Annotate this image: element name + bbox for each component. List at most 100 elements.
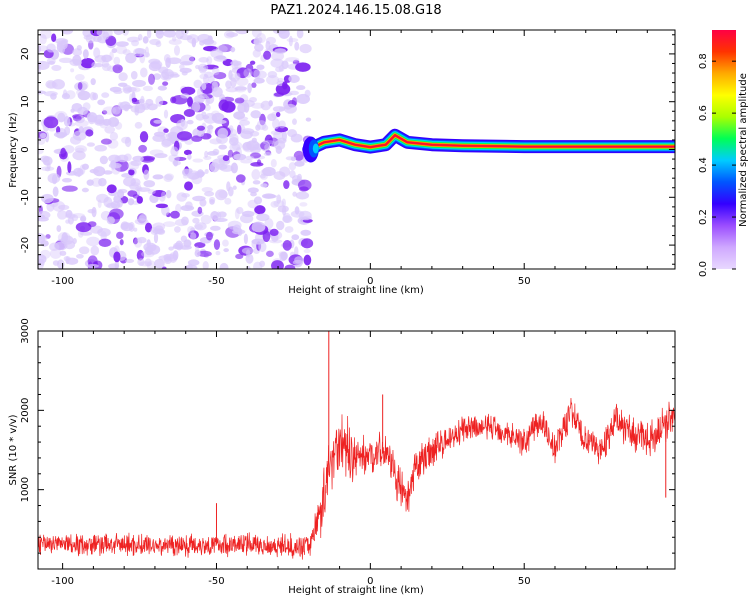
spectrogram-noise: [38, 30, 314, 269]
spectrogram-noise-blob: [285, 57, 300, 62]
spectrogram-noise-blob: [128, 221, 135, 232]
spectrogram-noise-blob: [292, 259, 304, 266]
spectrogram-noise-blob: [180, 54, 195, 65]
spectrogram-noise-blob: [231, 59, 239, 70]
spectrogram-noise-blob: [90, 245, 100, 256]
spectrogram-noise-blob: [304, 89, 311, 98]
spectrogram-noise-blob: [168, 154, 180, 163]
spectrogram-noise-blob: [125, 52, 137, 64]
spectrogram-noise-blob: [262, 193, 276, 199]
spectrogram-noise-blob: [292, 118, 297, 125]
spectrogram-noise-blob: [38, 44, 42, 54]
spectrogram-y-tick-label: 0: [20, 146, 31, 152]
spectrogram-noise-blob: [120, 221, 129, 230]
spectrogram-noise-blob: [168, 38, 182, 45]
spectrogram-noise-blob: [208, 124, 213, 135]
spectrogram-noise-blob: [130, 160, 142, 167]
spectrogram-noise-blob: [113, 89, 123, 94]
spectrogram-noise-blob: [109, 51, 114, 61]
spectrogram-noise-blob: [260, 168, 272, 177]
spectrogram-noise-blob: [70, 68, 75, 73]
spectrogram-noise-blob: [163, 54, 171, 63]
spectrogram-noise-blob: [38, 216, 49, 222]
spectrogram-noise-blob: [123, 87, 137, 92]
spectrogram-noise-blob: [295, 62, 311, 72]
spectrogram-noise-blob: [94, 119, 106, 126]
spectrogram-noise-blob: [137, 236, 147, 244]
spectrogram-noise-blob: [138, 98, 145, 104]
spectrogram-noise-blob: [121, 30, 130, 36]
spectrogram-noise-blob: [290, 156, 297, 162]
spectrogram-noise-blob: [139, 52, 146, 64]
spectrogram-noise-blob: [148, 73, 156, 85]
spectrogram-noise-blob: [180, 86, 196, 96]
spectrogram-noise-blob: [198, 65, 207, 74]
spectrogram-y-tick-label: -20: [20, 237, 31, 253]
spectrogram-noise-blob: [161, 138, 174, 147]
spectrogram-noise-blob: [57, 259, 65, 269]
spectrogram-noise-blob: [281, 198, 286, 208]
spectrogram-noise-blob: [79, 216, 86, 222]
spectrogram-noise-blob: [110, 160, 117, 170]
spectrogram-noise-blob: [197, 250, 212, 257]
spectrogram-noise-blob: [228, 70, 233, 80]
spectrogram-x-label: Height of straight line (km): [288, 285, 424, 296]
spectrogram-x-ticks: -100 -50 0 50: [51, 30, 648, 287]
spectrogram-noise-blob: [86, 179, 94, 186]
spectrogram-noise-blob: [241, 247, 255, 254]
spectrogram-noise-blob: [196, 125, 206, 131]
spectrogram-noise-blob: [247, 82, 252, 94]
spectrogram-noise-blob: [234, 97, 245, 104]
spectrogram-noise-blob: [58, 57, 73, 64]
snr-x-ticks: -100 -50 0 50: [51, 331, 648, 587]
spectrogram-noise-blob: [62, 89, 68, 98]
snr-x-label: Height of straight line (km): [288, 585, 424, 596]
spectrogram-noise-blob: [43, 116, 59, 129]
colorbar-tick-label: 0.6: [698, 105, 709, 121]
spectrogram-noise-blob: [113, 251, 121, 263]
spectrogram-noise-blob: [263, 151, 272, 157]
spectrogram-noise-blob: [61, 185, 78, 192]
spectrogram-noise-blob: [86, 236, 100, 247]
spectrogram-noise-blob: [294, 41, 300, 51]
spectrogram-noise-blob: [202, 261, 209, 269]
spectrogram-noise-blob: [140, 155, 156, 161]
spectrogram-noise-blob: [94, 144, 108, 152]
spectrogram-noise-blob: [147, 189, 156, 195]
spectrogram-noise-blob: [275, 112, 281, 118]
spectrogram-noise-blob: [250, 162, 264, 167]
spectrogram-noise-blob: [204, 169, 209, 174]
spectrogram-noise-blob: [253, 39, 262, 45]
spectrogram-noise-blob: [117, 188, 128, 194]
spectrogram-noise-blob: [260, 100, 271, 111]
spectrogram-noise-blob: [65, 170, 78, 176]
spectrogram-noise-blob: [194, 242, 206, 248]
spectrogram-noise-blob: [57, 112, 66, 123]
spectrogram-noise-blob: [269, 228, 279, 237]
spectrogram-noise-blob: [175, 30, 184, 40]
spectrogram-noise-blob: [235, 77, 249, 86]
spectrogram-noise-blob: [251, 169, 261, 180]
spectrogram-noise-blob: [267, 70, 278, 79]
spectrogram-noise-blob: [290, 210, 305, 218]
spectrogram-x-tick-label: -100: [51, 276, 74, 287]
colorbar: 0.0 0.2 0.4 0.6 0.8 Normalized spectral ampl…: [698, 30, 749, 277]
spectrogram-onset-blob: [312, 143, 319, 154]
spectrogram-noise-blob: [80, 57, 95, 69]
spectrogram-noise-blob: [219, 262, 229, 269]
spectrogram-noise-blob: [249, 60, 256, 65]
spectrogram-noise-blob: [259, 260, 266, 268]
spectrogram-noise-blob: [187, 263, 193, 269]
spectrogram-noise-blob: [262, 166, 276, 177]
spectrogram-noise-blob: [46, 43, 56, 53]
spectrogram-noise-blob: [205, 96, 210, 106]
spectrogram-noise-blob: [227, 149, 234, 158]
spectrogram-noise-blob: [167, 57, 182, 65]
spectrogram-noise-blob: [242, 141, 255, 153]
spectrogram-noise-blob: [201, 186, 213, 193]
spectrogram-noise-blob: [116, 231, 124, 240]
spectrogram-noise-blob: [102, 106, 117, 115]
spectrogram-noise-blob: [243, 233, 248, 245]
